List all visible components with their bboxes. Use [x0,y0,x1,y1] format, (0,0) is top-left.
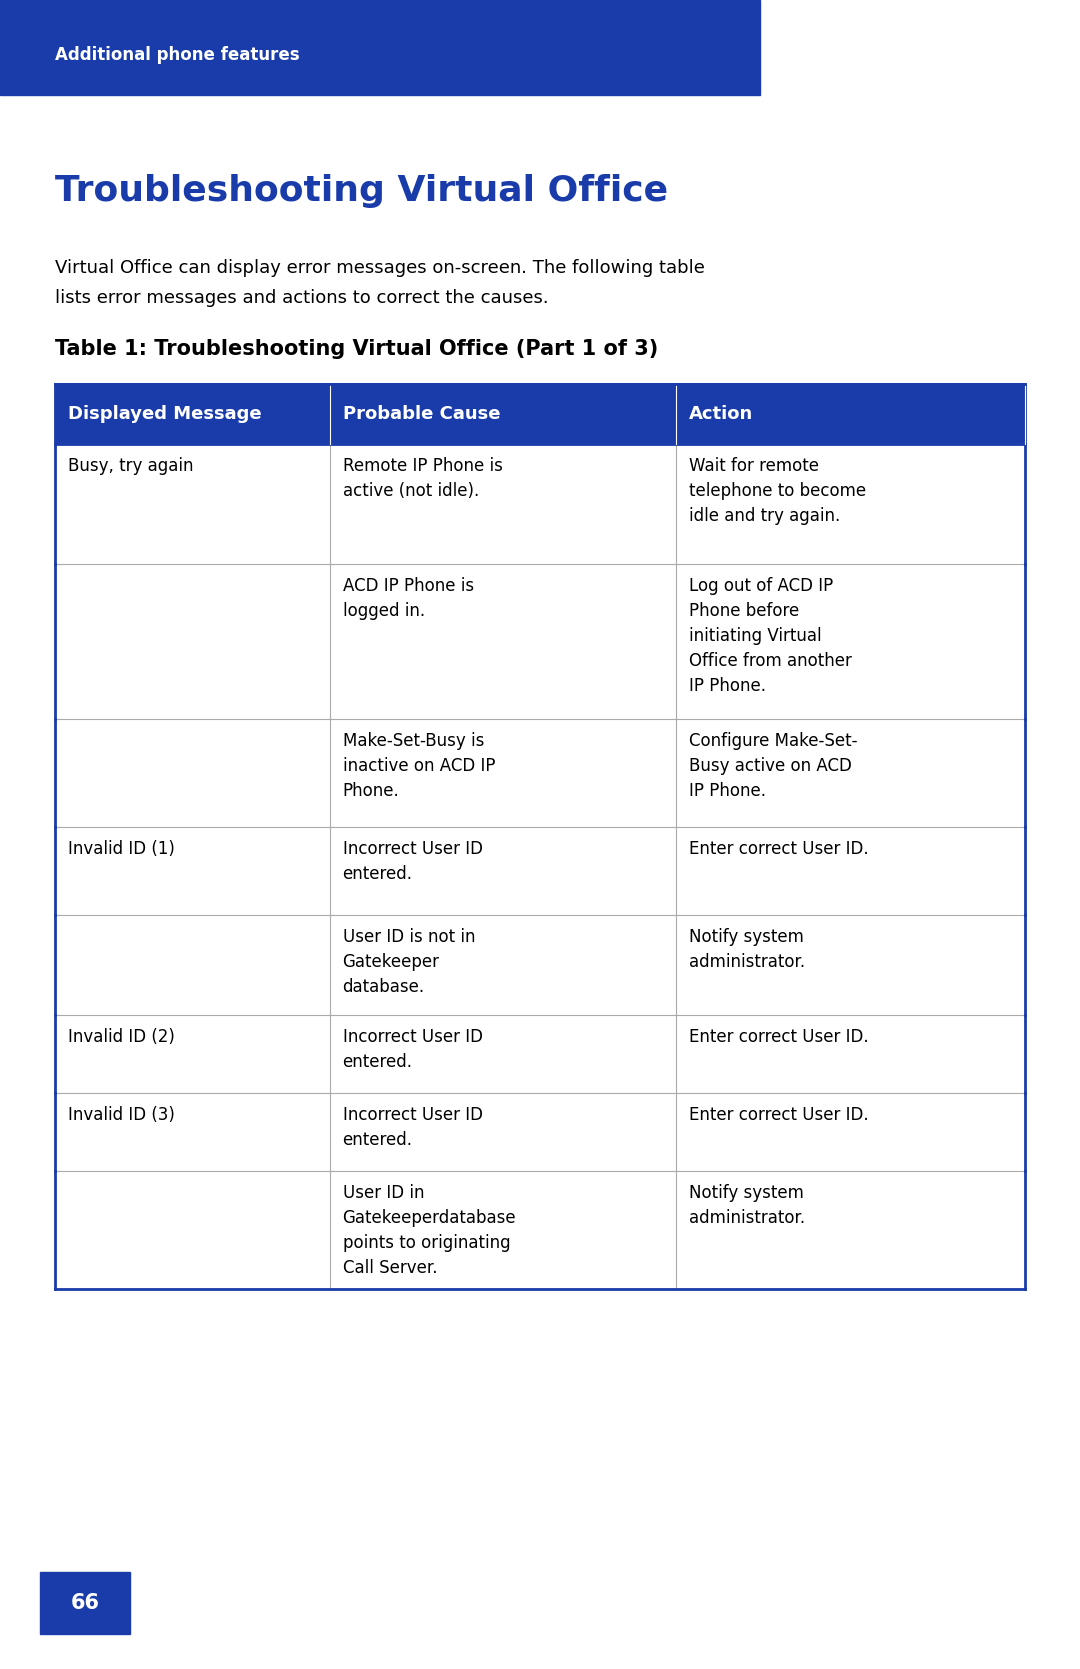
Text: 66: 66 [70,1592,99,1612]
Bar [55,444,1025,564]
Bar [55,1093,1025,1172]
Text: Notify system
administrator.: Notify system administrator. [689,1183,805,1227]
Bar [40,1572,130,1634]
Text: Troubleshooting Virtual Office: Troubleshooting Virtual Office [55,174,669,209]
Text: Invalid ID (1): Invalid ID (1) [68,840,175,858]
Text: Notify system
administrator.: Notify system administrator. [689,928,805,971]
Text: Remote IP Phone is
active (not idle).: Remote IP Phone is active (not idle). [342,457,502,501]
Bar [55,384,1025,444]
Bar [55,384,1025,444]
Bar [55,828,1025,915]
Text: Action: Action [689,406,753,422]
Text: Displayed Message: Displayed Message [68,406,261,422]
Text: Incorrect User ID
entered.: Incorrect User ID entered. [342,840,483,883]
Text: Enter correct User ID.: Enter correct User ID. [689,1107,868,1123]
Text: Enter correct User ID.: Enter correct User ID. [689,1028,868,1046]
Text: Make-Set-Busy is
inactive on ACD IP
Phone.: Make-Set-Busy is inactive on ACD IP Phon… [342,733,495,799]
Text: Enter correct User ID.: Enter correct User ID. [689,840,868,858]
Bar [55,915,1025,1015]
Bar [55,719,1025,828]
Text: Virtual Office can display error messages on-screen. The following table: Virtual Office can display error message… [55,259,705,277]
Text: Table 1: Troubleshooting Virtual Office (Part 1 of 3): Table 1: Troubleshooting Virtual Office … [55,339,658,359]
Text: Configure Make-Set-
Busy active on ACD
IP Phone.: Configure Make-Set- Busy active on ACD I… [689,733,858,799]
Text: Busy, try again: Busy, try again [68,457,193,476]
Text: lists error messages and actions to correct the causes.: lists error messages and actions to corr… [55,289,549,307]
Bar [55,1015,1025,1093]
Text: Additional phone features: Additional phone features [55,47,299,63]
Text: User ID is not in
Gatekeeper
database.: User ID is not in Gatekeeper database. [342,928,475,996]
Text: ACD IP Phone is
logged in.: ACD IP Phone is logged in. [342,577,474,619]
Text: Incorrect User ID
entered.: Incorrect User ID entered. [342,1107,483,1148]
Text: Incorrect User ID
entered.: Incorrect User ID entered. [342,1028,483,1071]
Text: Log out of ACD IP
Phone before
initiating Virtual
Office from another
IP Phone.: Log out of ACD IP Phone before initiatin… [689,577,852,694]
Text: User ID in
Gatekeeperdatabase
points to originating
Call Server.: User ID in Gatekeeperdatabase points to … [342,1183,516,1277]
Bar [55,1172,1025,1288]
Text: Probable Cause: Probable Cause [342,406,500,422]
Bar [0,0,760,95]
Bar [55,564,1025,719]
Text: Wait for remote
telephone to become
idle and try again.: Wait for remote telephone to become idle… [689,457,866,526]
Text: Invalid ID (3): Invalid ID (3) [68,1107,175,1123]
Text: Invalid ID (2): Invalid ID (2) [68,1028,175,1046]
